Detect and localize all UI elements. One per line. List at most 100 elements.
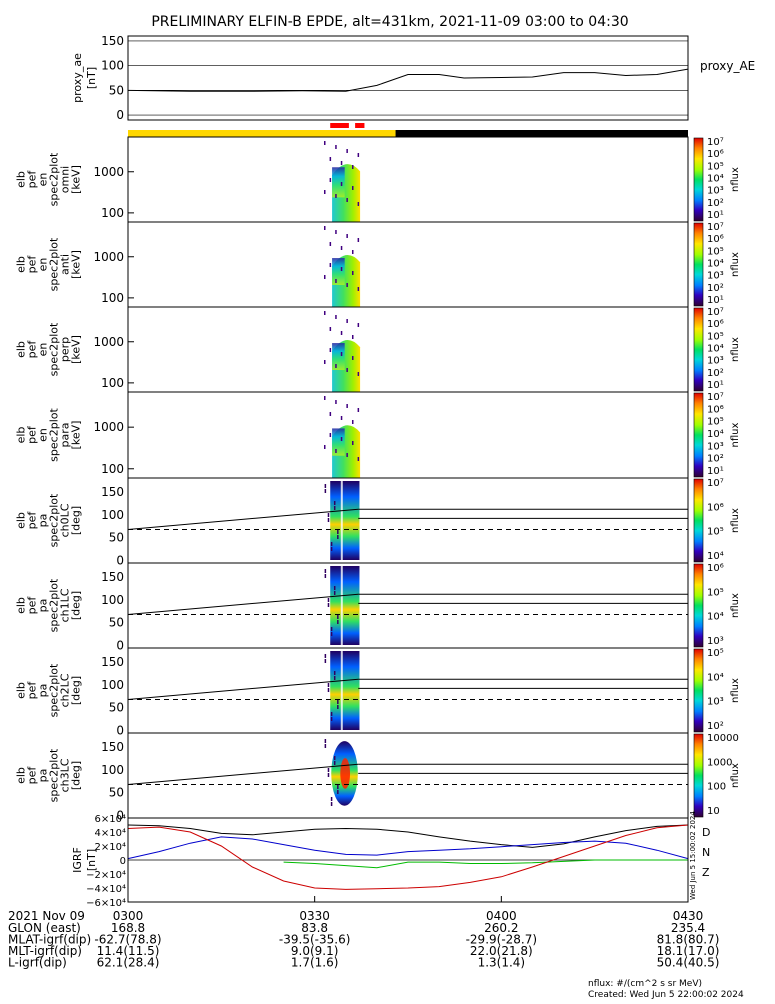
- colorbar-tick-label: 10¹: [707, 380, 724, 391]
- ephem-value: 235.4: [671, 921, 705, 935]
- y-axis-label: [keV]: [70, 250, 83, 279]
- colorbar-tick-label: 10³: [707, 186, 724, 197]
- spectrogram-speck: [352, 165, 354, 169]
- y-axis-label: en: [37, 343, 50, 357]
- ephem-row-label: MLT-igrf(dip): [8, 944, 82, 958]
- y-tick-label: 0: [116, 108, 124, 122]
- y-axis-label: spec2plot: [48, 408, 61, 462]
- ephem-value: 11.4(11.5): [97, 944, 160, 958]
- spectrogram-speck: [329, 348, 332, 352]
- spectrogram-speck: [346, 149, 348, 153]
- spectrogram-speck: [329, 412, 332, 416]
- ephem-value: 81.8(80.7): [657, 933, 720, 947]
- spectrogram-speck: [330, 712, 333, 716]
- colorbar-ch1LC: 10⁶ 10⁵ 10⁴ 10³ nflux: [693, 563, 741, 648]
- colorbar-tick-label: 10¹: [707, 210, 724, 221]
- spectrogram-speck: [352, 186, 354, 190]
- colorbar-label: nflux: [730, 252, 741, 277]
- spectrogram-speck: [327, 688, 330, 692]
- y-axis-label: [deg]: [70, 506, 83, 535]
- panel-ch1LC: elbpefpaspec2plotch1LC[deg]15010050010⁶1…: [15, 562, 741, 653]
- y-tick-label: 6×10⁴: [95, 814, 126, 825]
- spectrogram-speck: [335, 364, 337, 368]
- y-tick-label: −2×10⁴: [86, 870, 126, 881]
- spectrogram-speck: [346, 453, 348, 457]
- y-axis-label: proxy_ae: [71, 53, 84, 103]
- y-axis-label: spec2plot: [48, 578, 61, 632]
- y-axis-label: ch0LC: [59, 503, 72, 537]
- spectrogram-speck: [337, 705, 339, 709]
- y-tick-label: 0: [116, 639, 124, 653]
- timestamp-stamp: Wed Jun 5 15:00:02 2024: [689, 811, 697, 900]
- colorbar-tick-label: 10000: [707, 733, 739, 744]
- y-tick-label: 4×10⁴: [95, 828, 126, 839]
- colorbar-gradient: [693, 733, 704, 818]
- y-axis-label: [nT]: [85, 849, 98, 871]
- spectrogram-speck: [346, 368, 348, 372]
- igrf-legend: N: [702, 846, 710, 859]
- spectrogram-core: [332, 343, 345, 370]
- colorbar-tick-label: 10⁴: [707, 259, 724, 270]
- spectrogram-speck: [346, 283, 348, 287]
- colorbar-tick-label: 10³: [707, 356, 724, 367]
- spectrogram-speck: [340, 416, 343, 420]
- y-axis-label: [nT]: [85, 67, 98, 89]
- spectrogram-speck: [337, 535, 339, 539]
- panel-frame: [127, 221, 689, 308]
- panel-frame: [127, 562, 689, 649]
- x-tick-label: 0400: [486, 909, 517, 923]
- ephem-value: 260.2: [484, 921, 518, 935]
- y-axis-label: pa: [37, 684, 50, 698]
- spectrogram-speck: [324, 445, 326, 449]
- colorbar-tick-label: 10⁵: [707, 648, 724, 659]
- spectrogram-core: [332, 428, 345, 456]
- spectrogram-speck: [333, 761, 336, 765]
- spectrogram-speck: [330, 797, 333, 801]
- spectrogram-speck: [352, 356, 354, 360]
- y-axis-label: [keV]: [70, 421, 83, 450]
- pitch-angle-gap: [340, 566, 343, 645]
- ephem-row-label: GLON (east): [8, 921, 81, 935]
- spectrogram-speck: [352, 420, 354, 424]
- y-axis-label: [keV]: [70, 165, 83, 194]
- colorbar-tick-label: 10²: [707, 198, 724, 209]
- spectrogram-speck: [335, 400, 337, 404]
- spectrogram-speck: [340, 182, 343, 186]
- colorbar-tick-label: 10⁶: [707, 149, 724, 160]
- y-axis-label: [deg]: [70, 676, 83, 705]
- spectrogram-speck: [324, 396, 326, 400]
- pitch-angle-ch2LC: [324, 651, 360, 730]
- ephem-row-label: MLAT-igrf(dip): [8, 933, 91, 947]
- colorbar-tick-label: 10³: [707, 636, 724, 647]
- spectrogram-omni: [324, 141, 361, 222]
- colorbar-tick-label: 10⁵: [707, 587, 724, 598]
- colorbar-tick-label: 10⁴: [707, 429, 724, 440]
- pitch-angle-gap: [340, 651, 343, 730]
- spectrogram-speck: [346, 404, 348, 408]
- colorbar-tick-label: 10⁴: [707, 551, 724, 562]
- spectrogram-speck: [330, 717, 333, 721]
- y-axis-label: pef: [26, 340, 39, 359]
- y-axis-label: para: [59, 423, 72, 448]
- colorbar-tick-label: 10³: [707, 697, 724, 708]
- y-axis-label: elb: [15, 767, 28, 784]
- spectrogram-speck: [337, 785, 339, 789]
- y-tick-label: 50: [109, 786, 124, 800]
- spectrogram-speck: [333, 586, 336, 590]
- colorbar-label: nflux: [730, 678, 741, 703]
- y-axis-label: IGRF: [71, 847, 84, 873]
- spectrogram-speck: [340, 437, 343, 441]
- panel-frame: [127, 647, 689, 734]
- pitch-angle-body: [330, 566, 360, 645]
- spectrogram-speck: [333, 756, 336, 760]
- spectrogram-speck: [335, 194, 337, 198]
- y-axis-label: spec2plot: [48, 322, 61, 376]
- y-tick-label: 0: [120, 856, 126, 867]
- y-tick-label: 100: [101, 593, 124, 607]
- spectrogram-speck: [357, 372, 360, 376]
